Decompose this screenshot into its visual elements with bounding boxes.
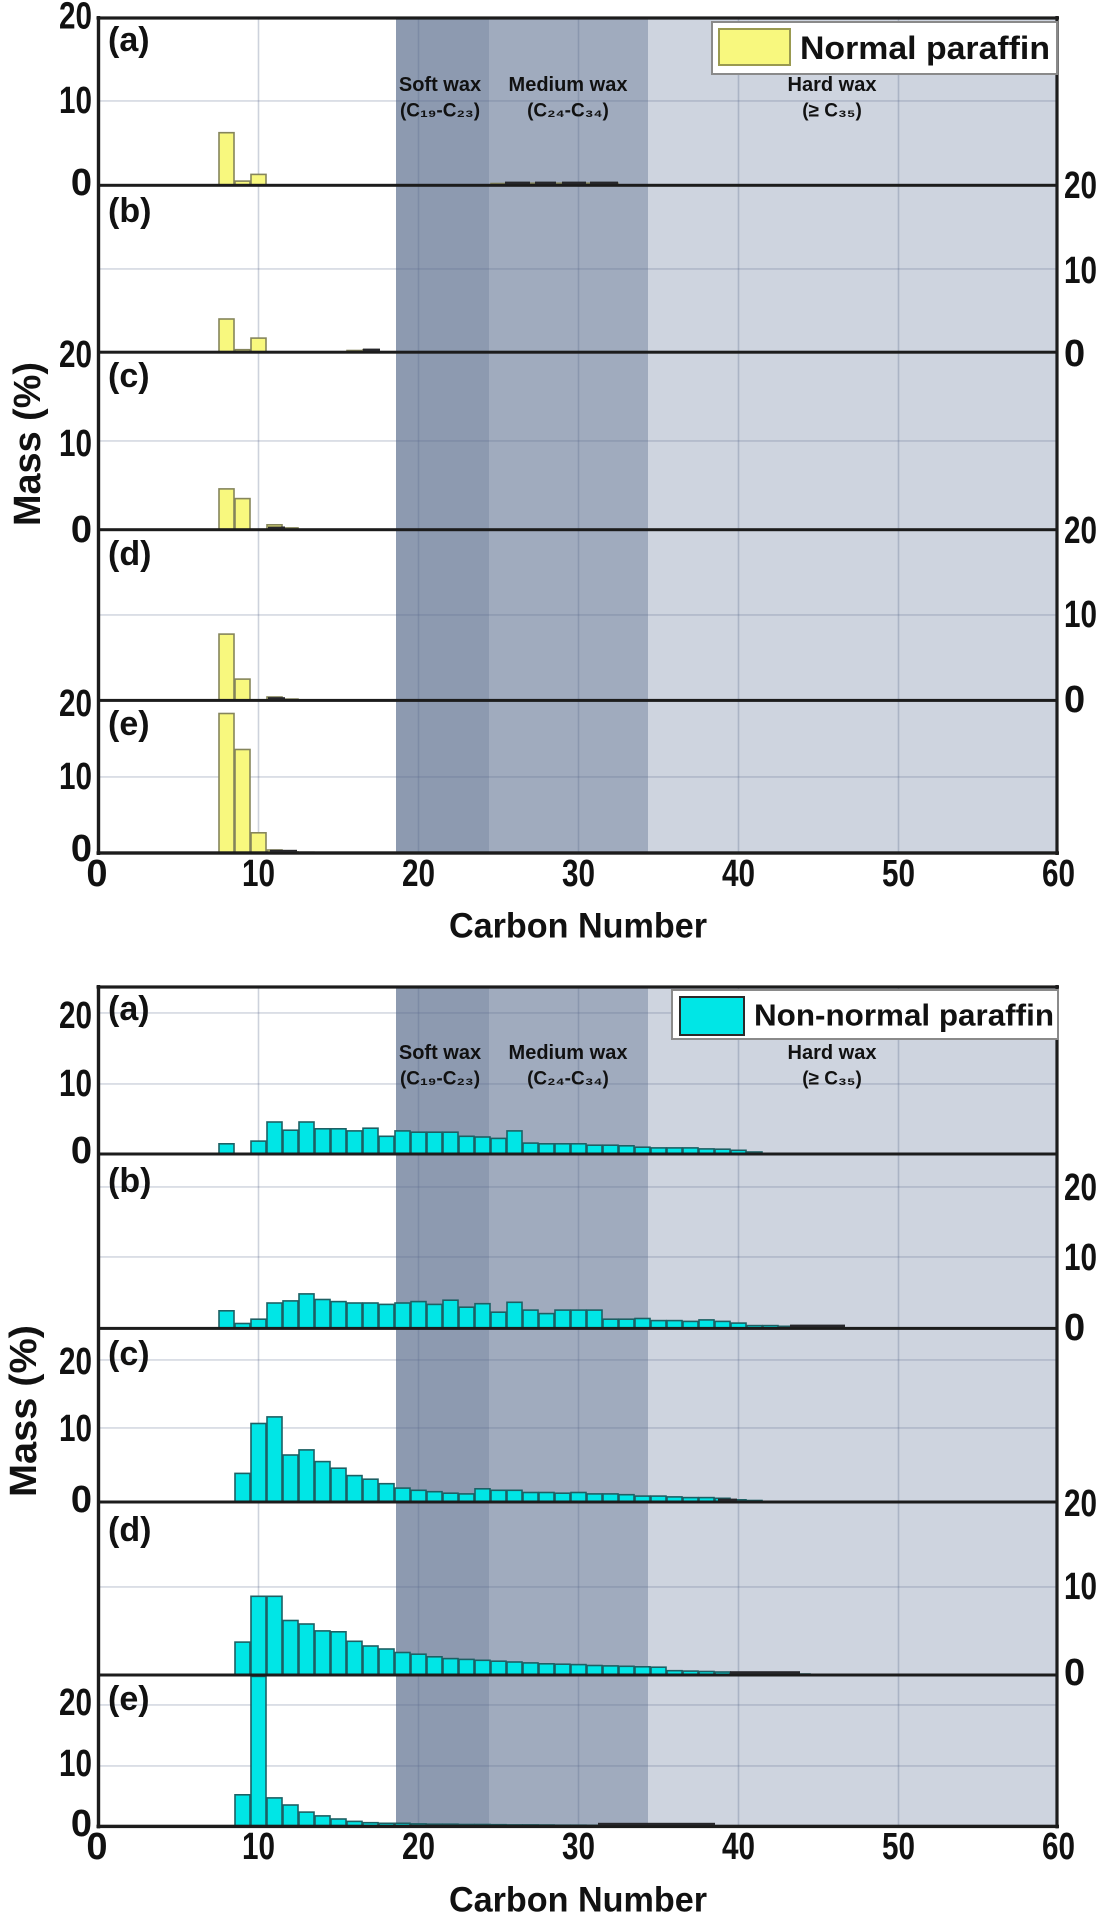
svg-text:40: 40 [722, 853, 755, 895]
svg-text:(C₂₄-C₃₄): (C₂₄-C₃₄) [527, 1069, 609, 1090]
svg-text:20: 20 [59, 995, 92, 1037]
svg-text:(a): (a) [108, 990, 150, 1028]
svg-text:30: 30 [562, 1826, 595, 1868]
svg-text:0: 0 [1064, 679, 1085, 721]
svg-text:0: 0 [86, 1826, 107, 1868]
svg-text:10: 10 [1064, 1566, 1097, 1608]
svg-text:10: 10 [242, 853, 275, 895]
svg-text:10: 10 [1064, 1237, 1097, 1279]
svg-text:0: 0 [1064, 333, 1085, 375]
svg-text:10: 10 [59, 756, 92, 798]
svg-text:20: 20 [402, 1826, 435, 1868]
svg-text:0: 0 [71, 162, 92, 204]
svg-text:20: 20 [59, 334, 92, 376]
svg-text:Mass (%): Mass (%) [7, 362, 49, 526]
svg-text:20: 20 [1064, 1167, 1097, 1209]
svg-text:(C₁₉-C₂₃): (C₁₉-C₂₃) [400, 1069, 480, 1090]
svg-text:20: 20 [1064, 165, 1097, 207]
svg-text:10: 10 [242, 1826, 275, 1868]
svg-text:(a): (a) [108, 21, 150, 59]
svg-text:0: 0 [86, 853, 107, 895]
svg-text:(d): (d) [108, 535, 151, 573]
svg-text:10: 10 [59, 80, 92, 122]
svg-text:(c): (c) [108, 1335, 150, 1373]
svg-text:60: 60 [1042, 1826, 1075, 1868]
svg-text:40: 40 [722, 1826, 755, 1868]
svg-text:0: 0 [1064, 1652, 1085, 1694]
svg-text:0: 0 [71, 828, 92, 870]
svg-text:Soft wax: Soft wax [399, 74, 481, 96]
svg-text:0: 0 [71, 1479, 92, 1521]
svg-text:(e): (e) [108, 1680, 150, 1718]
svg-text:Carbon Number: Carbon Number [449, 907, 707, 946]
svg-text:Hard wax: Hard wax [788, 1042, 877, 1064]
svg-text:Medium wax: Medium wax [509, 1042, 628, 1064]
svg-text:0: 0 [71, 1130, 92, 1172]
svg-text:0: 0 [1064, 1307, 1085, 1349]
svg-text:20: 20 [59, 683, 92, 725]
svg-text:10: 10 [59, 1743, 92, 1785]
svg-text:(C₂₄-C₃₄): (C₂₄-C₃₄) [527, 101, 609, 122]
svg-text:(d): (d) [108, 1511, 151, 1549]
svg-text:0: 0 [71, 1803, 92, 1845]
svg-text:Normal paraffin: Normal paraffin [800, 30, 1050, 66]
svg-text:Hard wax: Hard wax [788, 74, 877, 96]
svg-text:10: 10 [59, 1063, 92, 1105]
svg-text:Non-normal paraffin: Non-normal paraffin [754, 998, 1054, 1033]
svg-text:10: 10 [1064, 250, 1097, 292]
svg-text:20: 20 [59, 1341, 92, 1383]
svg-text:(e): (e) [108, 705, 150, 743]
svg-text:Medium wax: Medium wax [509, 74, 628, 96]
svg-text:(b): (b) [108, 1162, 151, 1200]
svg-text:20: 20 [1064, 510, 1097, 552]
svg-text:60: 60 [1042, 853, 1075, 895]
svg-text:10: 10 [59, 1408, 92, 1450]
svg-text:10: 10 [59, 423, 92, 465]
svg-text:20: 20 [59, 1682, 92, 1724]
svg-text:30: 30 [562, 853, 595, 895]
svg-text:Soft wax: Soft wax [399, 1042, 481, 1064]
svg-text:20: 20 [59, 0, 92, 38]
svg-text:(≥ C₃₅): (≥ C₃₅) [802, 1069, 862, 1090]
svg-text:Carbon Number: Carbon Number [449, 1881, 707, 1920]
svg-text:10: 10 [1064, 594, 1097, 636]
svg-text:50: 50 [882, 1826, 915, 1868]
svg-text:(b): (b) [108, 192, 151, 230]
svg-text:20: 20 [402, 853, 435, 895]
svg-text:(≥ C₃₅): (≥ C₃₅) [802, 101, 862, 122]
svg-text:0: 0 [71, 509, 92, 551]
svg-text:50: 50 [882, 853, 915, 895]
svg-text:Mass (%): Mass (%) [3, 1325, 45, 1497]
svg-text:(c): (c) [108, 357, 150, 395]
svg-text:(C₁₉-C₂₃): (C₁₉-C₂₃) [400, 101, 480, 122]
svg-text:20: 20 [1064, 1483, 1097, 1525]
